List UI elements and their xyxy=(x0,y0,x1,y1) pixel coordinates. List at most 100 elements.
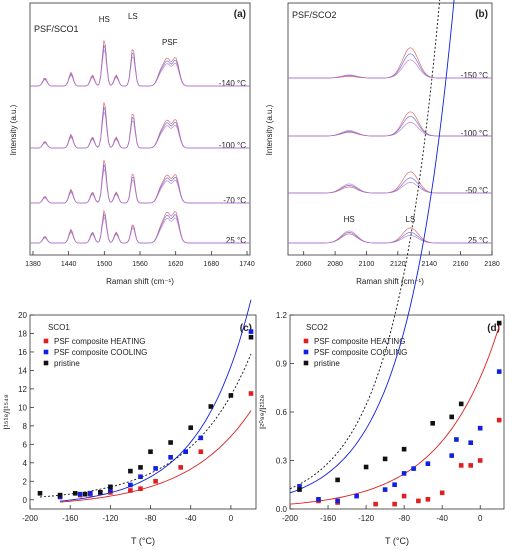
x-tick-label: -80 xyxy=(398,514,410,523)
y-tick-label: 20 xyxy=(18,311,27,320)
x-tick-label: 1620 xyxy=(168,261,184,268)
x-tick-label: -200 xyxy=(22,514,39,523)
panel-a-y-label: Intensity (a.u.) xyxy=(9,104,18,155)
data-point xyxy=(248,334,254,340)
x-tick-label: 2060 xyxy=(296,261,312,268)
spectrum-line xyxy=(30,40,250,87)
panel-b-peak-labels: HS LS xyxy=(344,215,416,224)
spectrum-line xyxy=(30,216,250,244)
data-point xyxy=(297,484,302,489)
panel-a-spectra xyxy=(30,40,250,244)
data-point xyxy=(128,482,133,488)
peak-label: LS xyxy=(128,12,138,21)
y-tick-label: 0 xyxy=(23,496,28,505)
spectrum-line xyxy=(30,167,250,204)
x-tick-label: -40 xyxy=(185,514,197,523)
fit-curve xyxy=(289,0,441,490)
x-tick-label: -40 xyxy=(436,514,448,523)
legend-label: PSF composite HEATING xyxy=(54,337,145,346)
data-point xyxy=(401,471,407,476)
x-tick-label: 2140 xyxy=(421,261,437,268)
data-point xyxy=(430,421,435,426)
spectrum-line xyxy=(30,111,250,149)
legend-label: PSF composite COOLING xyxy=(54,348,147,357)
x-tick-label: -120 xyxy=(358,514,375,523)
panel-c-y-ticks: 0 2 4 6 8 10 12 14 16 18 20 xyxy=(18,311,34,505)
data-point xyxy=(401,446,407,452)
panel-d-data-points xyxy=(297,320,502,507)
legend-label: pristine xyxy=(314,359,340,368)
fit-curve xyxy=(289,0,455,494)
panel-b-spectra xyxy=(288,47,492,244)
data-point xyxy=(148,449,153,454)
legend-marker xyxy=(43,360,49,366)
spectrum-line xyxy=(288,177,492,194)
x-tick-label: 2180 xyxy=(484,261,500,268)
panel-d-y-label: I²⁰⁸⁹/I²¹²⁸ xyxy=(258,395,268,430)
spectrum-line xyxy=(288,230,492,244)
data-point xyxy=(382,487,388,492)
panel-d-title: SCO2 xyxy=(306,323,328,332)
panel-a-peak-labels: HS LS PSF xyxy=(99,12,178,47)
y-tick-label: 18 xyxy=(18,329,27,338)
spectrum-line xyxy=(30,212,250,244)
panel-a-x-label: Raman shift (cm⁻¹) xyxy=(106,277,174,286)
data-point xyxy=(88,491,93,496)
temperature-label: -70 °C xyxy=(223,196,246,205)
data-point xyxy=(496,369,502,374)
spectrum-line xyxy=(30,106,250,149)
temperature-label: -100 °C xyxy=(219,141,246,150)
panel-c-letter: (c) xyxy=(240,323,252,334)
y-tick-label: 0.9 xyxy=(276,360,288,369)
y-tick-label: 2 xyxy=(23,477,28,486)
temperature-label: -100 °C xyxy=(461,129,488,138)
data-point xyxy=(316,497,321,502)
data-point xyxy=(138,474,143,479)
data-point xyxy=(153,479,158,484)
data-point xyxy=(198,435,204,441)
data-point xyxy=(82,491,88,497)
spectrum-line xyxy=(288,59,492,79)
y-tick-label: 10 xyxy=(18,403,27,412)
x-tick-label: 1500 xyxy=(97,261,113,268)
data-point xyxy=(128,468,133,474)
x-tick-label: 2160 xyxy=(453,261,469,268)
legend-marker xyxy=(43,349,49,355)
data-point xyxy=(392,501,397,507)
data-point xyxy=(449,453,454,458)
panel-b-x-ticks: 2060 2080 2100 2120 2140 2160 2180 xyxy=(296,251,500,268)
x-tick-label: 2120 xyxy=(390,261,406,268)
fit-curve xyxy=(60,299,252,502)
x-tick-label: 2100 xyxy=(359,261,375,268)
data-point xyxy=(37,491,43,496)
data-point xyxy=(454,437,459,442)
panel-d-x-label: T (°C) xyxy=(385,536,409,546)
data-point xyxy=(416,498,421,504)
y-tick-label: 0.3 xyxy=(276,457,288,466)
data-point xyxy=(335,477,340,483)
data-point xyxy=(335,498,340,504)
data-point xyxy=(425,497,431,502)
fit-curve xyxy=(39,353,252,498)
data-point xyxy=(477,425,483,431)
panel-d-x-ticks: -200 -160 -120 -80 -40 0 xyxy=(282,505,483,523)
spectrum-line xyxy=(30,44,250,87)
spectrum-line xyxy=(30,49,250,87)
temperature-label: 25 °C xyxy=(468,236,488,245)
panel-b-temperature-labels: -150 °C -100 °C -50 °C 25 °C xyxy=(461,71,488,245)
x-tick-label: 0 xyxy=(229,514,234,523)
data-point xyxy=(138,486,143,491)
panel-c-legend: PSF composite HEATING PSF composite COOLI… xyxy=(43,337,147,368)
data-point xyxy=(188,425,193,430)
data-point xyxy=(168,455,173,460)
panel-b-x-label: Raman shift (cm⁻¹) xyxy=(356,277,424,286)
panel-a-raman-sco1: (a) PSF/SCO1 Intensity (a.u.) Raman shif… xyxy=(9,2,255,286)
data-point xyxy=(401,493,407,499)
spectrum-line xyxy=(288,232,492,244)
x-tick-label: -160 xyxy=(320,514,337,523)
peak-label: HS xyxy=(99,15,110,24)
spectrum-line xyxy=(288,122,492,137)
spectrum-line xyxy=(30,209,250,244)
fit-curve xyxy=(289,325,500,505)
spectrum-line xyxy=(30,164,250,204)
